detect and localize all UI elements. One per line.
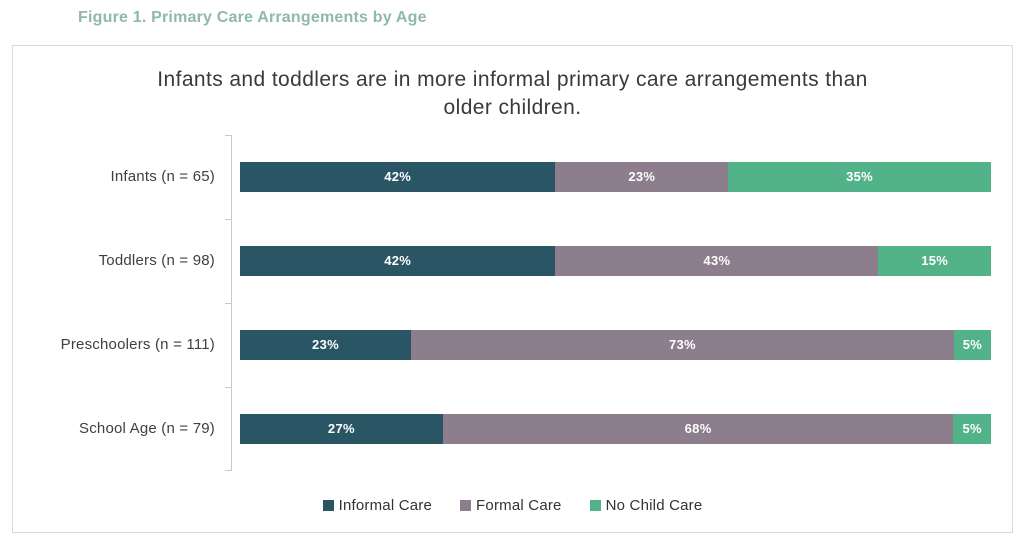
legend-swatch-no-child-care (589, 499, 601, 511)
bar-row: Preschoolers (n = 111) 23% 73% 5% (13, 302, 1012, 387)
legend-label: No Child Care (605, 496, 703, 514)
category-label: Preschoolers (n = 111) (60, 336, 215, 354)
segment-value-label: 23% (312, 337, 339, 353)
segment-value-label: 15% (921, 253, 949, 269)
bar-track: 27% 68% 5% (240, 413, 991, 444)
bar-segment-no-child-care: 35% (728, 161, 991, 192)
category-label: Toddlers (n = 98) (98, 252, 215, 270)
bar-segment-informal-care: 42% (240, 245, 556, 276)
axis-tick (225, 218, 231, 220)
bar-track: 23% 73% 5% (240, 329, 991, 360)
bar-segment-no-child-care: 5% (953, 413, 991, 444)
chart-rows: Infants (n = 65) 42% 23% 35% Toddlers (n = 9… (13, 134, 1012, 471)
chart-panel: Infants and toddlers are in more informa… (12, 45, 1013, 533)
bar-segment-formal-care: 68% (442, 413, 954, 444)
bar-segment-formal-care: 73% (411, 329, 954, 360)
bar-area: 42% 23% 35% (231, 134, 1012, 219)
bar-segment-formal-care: 43% (555, 245, 879, 276)
legend-item-informal-care: Informal Care (322, 496, 433, 514)
bar-segment-no-child-care: 5% (953, 329, 991, 360)
figure-title: Figure 1. Primary Care Arrangements by A… (78, 9, 427, 26)
bar-segment-informal-care: 27% (240, 413, 443, 444)
segment-value-label: 68% (684, 421, 712, 437)
axis-tick (225, 302, 231, 304)
bar-row: Infants (n = 65) 42% 23% 35% (13, 134, 1012, 219)
bar-row: Toddlers (n = 98) 42% 43% 15% (13, 218, 1012, 303)
category-label: School Age (n = 79) (79, 420, 215, 438)
segment-value-label: 5% (962, 421, 982, 437)
axis-tick (225, 469, 231, 471)
bar-segment-informal-care: 23% (240, 329, 412, 360)
bar-area: 23% 73% 5% (231, 302, 1012, 387)
segment-value-label: 42% (384, 169, 412, 185)
segment-value-label: 35% (846, 169, 874, 185)
bar-area: 27% 68% 5% (231, 386, 1012, 471)
segment-value-label: 73% (668, 337, 696, 353)
chart-title: Infants and toddlers are in more informa… (157, 68, 868, 120)
segment-value-label: 43% (703, 253, 731, 269)
bar-row: School Age (n = 79) 27% 68% 5% (13, 386, 1012, 471)
axis-tick (225, 134, 231, 136)
legend-item-formal-care: Formal Care (460, 497, 562, 514)
segment-value-label: 42% (384, 253, 412, 269)
bar-segment-formal-care: 23% (555, 161, 729, 192)
segment-value-label: 23% (628, 169, 656, 185)
segment-value-label: 5% (962, 337, 983, 353)
legend-label: Informal Care (338, 496, 433, 514)
bar-track: 42% 23% 35% (240, 161, 991, 192)
legend: Informal Care Formal Care No Child Care (13, 497, 1012, 514)
axis-tick (225, 386, 231, 388)
legend-label: Formal Care (476, 496, 562, 514)
bar-area: 42% 43% 15% (231, 218, 1012, 303)
bar-segment-no-child-care: 15% (878, 245, 992, 276)
legend-item-no-child-care: No Child Care (589, 496, 703, 514)
legend-swatch-formal-care (460, 499, 472, 511)
bar-track: 42% 43% 15% (240, 245, 992, 276)
legend-swatch-informal-care (322, 499, 334, 511)
bar-segment-informal-care: 42% (240, 161, 556, 192)
segment-value-label: 27% (327, 421, 355, 437)
category-label: Infants (n = 65) (110, 168, 215, 186)
